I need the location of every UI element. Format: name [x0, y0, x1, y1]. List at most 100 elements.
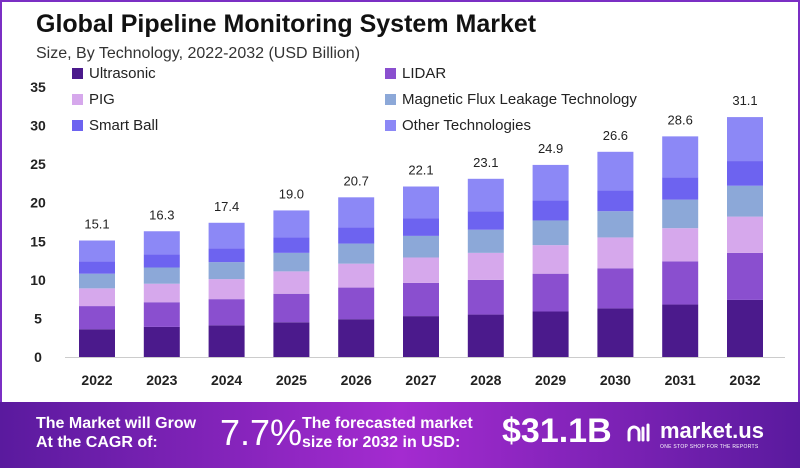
bar-segment-smart-ball — [143, 254, 180, 268]
legend-label: Smart Ball — [89, 117, 158, 134]
bar-segment-pig — [403, 257, 439, 283]
bar-segment-ultrasonic — [273, 322, 310, 357]
bar-segment-magnetic-flux-leakage-technology — [467, 229, 504, 253]
y-tick-label: 0 — [34, 349, 42, 365]
chart-title: Global Pipeline Monitoring System Market — [36, 10, 537, 38]
total-data-label: 24.9 — [538, 141, 563, 156]
bar-segment-smart-ball — [727, 161, 763, 186]
x-tick-label: 2025 — [276, 372, 307, 388]
total-data-label: 28.6 — [668, 112, 693, 127]
bar-segment-smart-ball — [79, 261, 115, 274]
bar-segment-pig — [273, 271, 310, 294]
total-data-label: 20.7 — [344, 173, 369, 188]
bar-segment-magnetic-flux-leakage-technology — [532, 220, 569, 246]
x-tick-label: 2030 — [600, 372, 631, 388]
bar-segment-pig — [532, 245, 569, 274]
x-tick-label: 2031 — [665, 372, 696, 388]
bar-segment-smart-ball — [208, 248, 245, 263]
bar-segment-smart-ball — [532, 200, 569, 221]
bar-segment-lidar — [403, 282, 439, 317]
bar-segment-other-technologies — [403, 186, 439, 219]
logo-mark-icon — [627, 423, 650, 442]
bar-segment-other-technologies — [273, 210, 310, 238]
bar-segment-other-technologies — [79, 240, 115, 262]
total-data-label: 26.6 — [603, 128, 628, 143]
y-tick-label: 30 — [30, 118, 46, 134]
bar-segment-other-technologies — [662, 136, 699, 178]
bar-segment-ultrasonic — [662, 304, 699, 357]
bar-segment-ultrasonic — [467, 314, 504, 357]
bar-segment-pig — [662, 228, 699, 262]
bar-segment-lidar — [467, 279, 504, 315]
bar-segment-other-technologies — [338, 197, 375, 228]
bar-segment-pig — [143, 283, 180, 303]
market-us-logo: market.us ONE STOP SHOP FOR THE REPORTS — [627, 418, 764, 450]
legend-swatch — [385, 68, 396, 79]
bar-segment-smart-ball — [467, 211, 504, 230]
y-tick-label: 35 — [30, 79, 46, 95]
total-data-label: 15.1 — [84, 217, 109, 232]
bar-segment-other-technologies — [532, 164, 569, 201]
bar-segment-smart-ball — [403, 218, 439, 236]
bar-segment-smart-ball — [662, 177, 699, 200]
total-data-label: 16.3 — [149, 207, 174, 222]
bar-segment-other-technologies — [208, 222, 245, 249]
x-tick-label: 2029 — [535, 372, 566, 388]
bar-segment-pig — [727, 216, 763, 253]
bar-segment-ultrasonic — [79, 329, 115, 357]
stacked-bar-chart: 0510152025303515.1202216.3202317.4202419… — [30, 65, 785, 388]
bar-segment-lidar — [662, 261, 699, 305]
forecast-label: The forecasted market size for 2032 in U… — [302, 415, 473, 451]
legend-label: LIDAR — [402, 65, 446, 82]
bar-segment-lidar — [143, 302, 180, 327]
legend-label: PIG — [89, 91, 115, 108]
y-tick-label: 10 — [30, 272, 46, 288]
bar-segment-smart-ball — [338, 227, 375, 244]
total-data-label: 31.1 — [732, 93, 757, 108]
bar-segment-ultrasonic — [727, 299, 763, 357]
forecast-value: $31.1B — [502, 412, 612, 450]
logo-tagline: ONE STOP SHOP FOR THE REPORTS — [660, 444, 759, 450]
total-data-label: 19.0 — [279, 186, 304, 201]
bar-segment-magnetic-flux-leakage-technology — [403, 235, 439, 258]
legend-swatch — [72, 120, 83, 131]
bar-segment-magnetic-flux-leakage-technology — [79, 273, 115, 289]
bar-segment-magnetic-flux-leakage-technology — [143, 267, 180, 284]
bar-segment-magnetic-flux-leakage-technology — [208, 262, 245, 280]
bar-segment-other-technologies — [143, 231, 180, 255]
x-tick-label: 2026 — [341, 372, 372, 388]
total-data-label: 22.1 — [408, 163, 433, 178]
bar-segment-magnetic-flux-leakage-technology — [727, 185, 763, 217]
bar-segment-lidar — [597, 268, 634, 309]
total-data-label: 23.1 — [473, 155, 498, 170]
bar-segment-lidar — [727, 252, 763, 300]
bar-segment-ultrasonic — [143, 326, 180, 357]
bar-segment-pig — [79, 288, 115, 307]
x-tick-label: 2032 — [729, 372, 760, 388]
legend-label: Magnetic Flux Leakage Technology — [402, 91, 637, 108]
cagr-value: 7.7% — [220, 412, 303, 453]
x-tick-label: 2027 — [405, 372, 436, 388]
legend-swatch — [72, 94, 83, 105]
legend-label: Other Technologies — [402, 117, 531, 134]
total-data-label: 17.4 — [214, 199, 239, 214]
bar-segment-lidar — [532, 273, 569, 312]
x-tick-label: 2023 — [146, 372, 177, 388]
bar-segment-ultrasonic — [338, 319, 375, 357]
bar-segment-ultrasonic — [597, 308, 634, 357]
y-tick-label: 20 — [30, 195, 46, 211]
logo-name: market.us — [660, 418, 764, 443]
bar-segment-magnetic-flux-leakage-technology — [597, 211, 634, 238]
bar-segment-ultrasonic — [403, 316, 439, 357]
y-tick-label: 5 — [34, 310, 42, 326]
bar-segment-ultrasonic — [208, 325, 245, 357]
legend-label: Ultrasonic — [89, 65, 156, 82]
bar-segment-lidar — [79, 306, 115, 330]
bar-segment-magnetic-flux-leakage-technology — [338, 243, 375, 264]
y-tick-label: 15 — [30, 233, 46, 249]
x-tick-label: 2028 — [470, 372, 501, 388]
bar-segment-lidar — [273, 293, 310, 323]
x-tick-label: 2024 — [211, 372, 242, 388]
bar-segment-smart-ball — [273, 237, 310, 253]
chart-subtitle: Size, By Technology, 2022-2032 (USD Bill… — [36, 45, 361, 62]
